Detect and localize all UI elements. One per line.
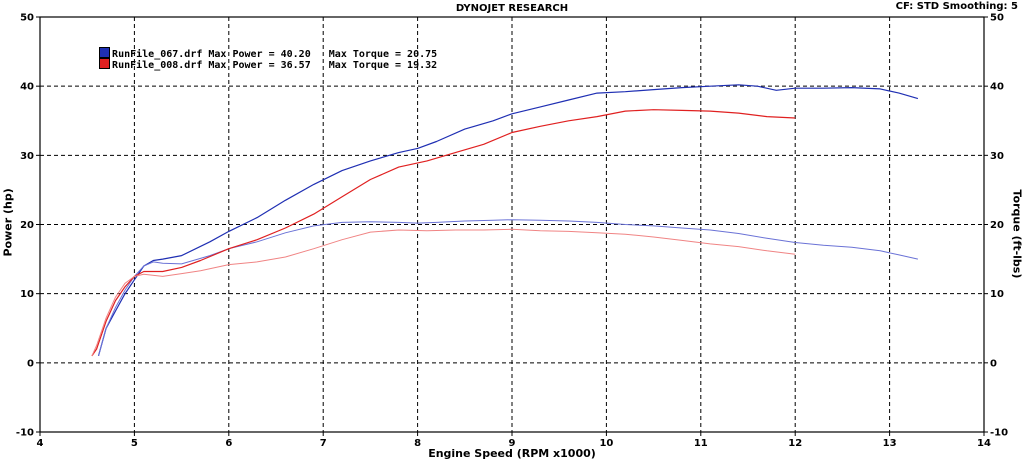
- y-tick-label-left: -10: [16, 428, 34, 439]
- x-tick-label: 6: [225, 438, 232, 449]
- legend-label-run-067: RunFile_067.drf Max Power = 40.20 Max To…: [112, 49, 438, 60]
- x-tick-label: 13: [883, 438, 897, 449]
- x-tick-label: 8: [414, 438, 421, 449]
- x-axis-label: Engine Speed (RPM x1000): [428, 447, 596, 460]
- y-tick-label-left: 10: [20, 289, 34, 300]
- x-tick-label: 10: [599, 438, 613, 449]
- x-tick-label: 12: [788, 438, 802, 449]
- series-line-runfile-008-drf-torque: [91, 228, 796, 357]
- cf-smoothing-info: CF: STD Smoothing: 5: [895, 1, 1018, 12]
- series-line-runfile-067-drf-power: [97, 84, 919, 357]
- x-tick-label: 7: [320, 438, 327, 449]
- y-tick-label-left: 50: [20, 13, 34, 24]
- legend-entry-run-067: RunFile_067.drf Max Power = 40.20 Max To…: [87, 36, 437, 60]
- y-tick-label-left: 0: [27, 358, 34, 369]
- y-tick-label-left: 40: [20, 82, 34, 93]
- y-tick-label-right: 20: [990, 220, 1004, 231]
- legend-swatch-run-067: [99, 47, 111, 58]
- legend-label-run-008: RunFile_008.drf Max Power = 36.57 Max To…: [112, 60, 438, 71]
- y-tick-label-right: 10: [990, 289, 1004, 300]
- y-axis-label-right: Torque (ft-lbs): [1010, 189, 1024, 279]
- series-line-runfile-067-drf-torque: [98, 219, 919, 357]
- y-tick-label-left: 30: [20, 151, 34, 162]
- y-axis-label-left: Power (hp): [1, 188, 15, 257]
- y-tick-label-right: 50: [990, 13, 1004, 24]
- x-tick-label: 5: [131, 438, 138, 449]
- y-tick-label-right: -10: [990, 428, 1008, 439]
- y-tick-label-right: 30: [990, 151, 1004, 162]
- x-tick-label: 11: [694, 438, 708, 449]
- y-tick-label-right: 40: [990, 82, 1004, 93]
- y-tick-label-right: 0: [990, 358, 997, 369]
- x-tick-label: 4: [37, 438, 44, 449]
- legend-entry-run-008: RunFile_008.drf Max Power = 36.57 Max To…: [87, 47, 437, 71]
- x-tick-label: 9: [509, 438, 516, 449]
- legend-swatch-run-008: [99, 58, 111, 69]
- x-tick-label: 14: [977, 438, 991, 449]
- y-tick-label-left: 20: [20, 220, 34, 231]
- chart-title: DYNOJET RESEARCH: [455, 3, 569, 14]
